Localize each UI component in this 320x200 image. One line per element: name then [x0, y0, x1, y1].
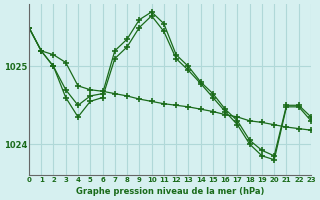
- X-axis label: Graphe pression niveau de la mer (hPa): Graphe pression niveau de la mer (hPa): [76, 187, 264, 196]
